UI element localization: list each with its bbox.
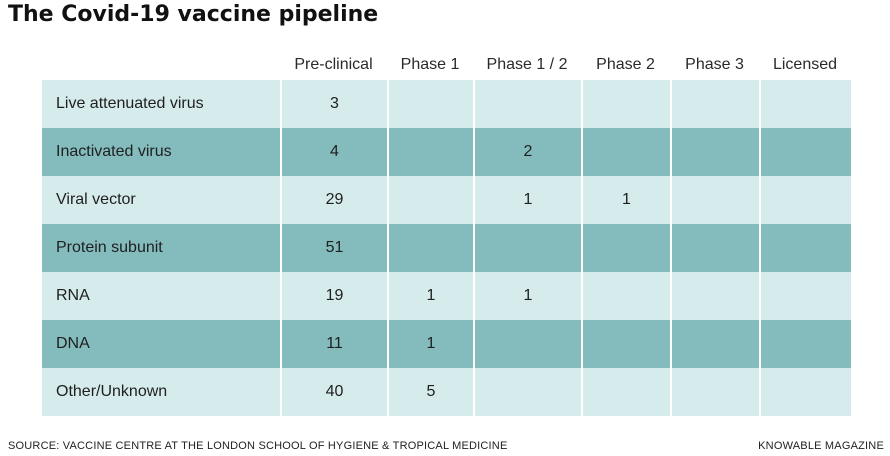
- table-cell: [473, 368, 581, 416]
- table-cell: [473, 80, 581, 128]
- table-cell: [759, 368, 851, 416]
- table-cell: [581, 320, 670, 368]
- table-cell: [581, 128, 670, 176]
- source-note: SOURCE: VACCINE CENTRE AT THE LONDON SCH…: [8, 440, 508, 452]
- table-row: Other/Unknown 40 5: [42, 368, 851, 416]
- table-row: Protein subunit 51: [42, 224, 851, 272]
- table-cell: 1: [581, 176, 670, 224]
- table-cell: [670, 128, 759, 176]
- table-cell: 29: [280, 176, 387, 224]
- column-header-category: [42, 50, 280, 80]
- table-cell: 4: [280, 128, 387, 176]
- column-header: Phase 3: [670, 50, 759, 80]
- header-row: Pre-clinical Phase 1 Phase 1 / 2 Phase 2…: [42, 50, 851, 80]
- column-header: Licensed: [759, 50, 851, 80]
- chart-title: The Covid-19 vaccine pipeline: [8, 2, 379, 27]
- table-cell: 1: [387, 320, 473, 368]
- column-header: Phase 1 / 2: [473, 50, 581, 80]
- table-cell: 2: [473, 128, 581, 176]
- row-label: Live attenuated virus: [42, 80, 280, 128]
- row-label: Other/Unknown: [42, 368, 280, 416]
- row-label: Protein subunit: [42, 224, 280, 272]
- table-cell: 1: [387, 272, 473, 320]
- row-label: Inactivated virus: [42, 128, 280, 176]
- table-cell: [670, 176, 759, 224]
- table-cell: 1: [473, 176, 581, 224]
- table-row: Live attenuated virus 3: [42, 80, 851, 128]
- column-header: Phase 2: [581, 50, 670, 80]
- row-label: DNA: [42, 320, 280, 368]
- table-cell: [670, 368, 759, 416]
- table-cell: [670, 272, 759, 320]
- table-cell: [670, 224, 759, 272]
- column-header: Phase 1: [387, 50, 473, 80]
- table-cell: [670, 320, 759, 368]
- table-cell: [581, 368, 670, 416]
- table-cell: [759, 320, 851, 368]
- table-cell: [473, 320, 581, 368]
- row-label: RNA: [42, 272, 280, 320]
- table-cell: 1: [473, 272, 581, 320]
- table-cell: [670, 80, 759, 128]
- table-cell: [387, 176, 473, 224]
- table-cell: [473, 224, 581, 272]
- table-cell: [387, 80, 473, 128]
- table-cell: [387, 224, 473, 272]
- table-row: RNA 19 1 1: [42, 272, 851, 320]
- table-row: Inactivated virus 4 2: [42, 128, 851, 176]
- table-cell: [759, 224, 851, 272]
- row-label: Viral vector: [42, 176, 280, 224]
- publisher-credit: KNOWABLE MAGAZINE: [758, 440, 884, 452]
- table-cell: [759, 176, 851, 224]
- table-cell: [581, 80, 670, 128]
- table-cell: [759, 128, 851, 176]
- table-cell: 11: [280, 320, 387, 368]
- table-cell: 40: [280, 368, 387, 416]
- table-cell: 3: [280, 80, 387, 128]
- table-cell: [759, 80, 851, 128]
- table-cell: [759, 272, 851, 320]
- table-row: Viral vector 29 1 1: [42, 176, 851, 224]
- table-cell: [387, 128, 473, 176]
- table-cell: 51: [280, 224, 387, 272]
- table-cell: 19: [280, 272, 387, 320]
- vaccine-pipeline-table: Pre-clinical Phase 1 Phase 1 / 2 Phase 2…: [42, 50, 851, 416]
- column-header: Pre-clinical: [280, 50, 387, 80]
- table-cell: 5: [387, 368, 473, 416]
- table-cell: [581, 224, 670, 272]
- table-cell: [581, 272, 670, 320]
- table-row: DNA 11 1: [42, 320, 851, 368]
